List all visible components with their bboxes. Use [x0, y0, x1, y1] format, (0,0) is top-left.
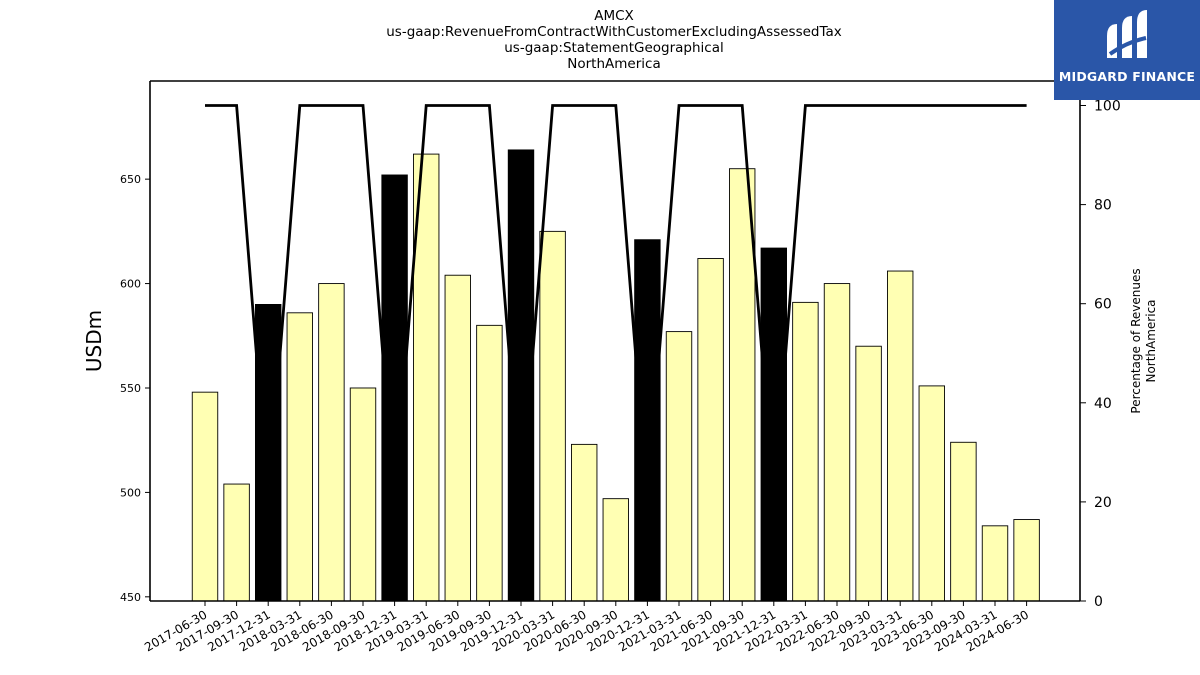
y-tick-label-550: 550	[120, 382, 141, 395]
bar-2024-06-30	[1013, 519, 1040, 602]
bar-2023-06-30	[918, 385, 945, 602]
bar-2018-03-31	[286, 312, 313, 602]
chart-title-line-2: us-gaap:StatementGeographical	[504, 40, 723, 56]
chart-title-line-0: AMCX	[594, 8, 634, 24]
y-tick-label-650: 650	[120, 173, 141, 186]
bar-2020-12-31	[634, 239, 661, 602]
bar-2023-03-31	[887, 270, 914, 602]
y-axis-label: USDm	[82, 310, 106, 372]
y2-axis-label-line-1: NorthAmerica	[1144, 299, 1158, 382]
bar-2017-12-31	[254, 304, 282, 602]
brand-logo: MIDGARD FINANCE	[1054, 0, 1200, 100]
bar-2019-12-31	[507, 149, 535, 602]
bar-2024-03-31	[981, 525, 1009, 602]
y2-axis-label-line-0: Percentage of Revenues	[1129, 268, 1143, 413]
bar-2021-06-30	[697, 258, 724, 602]
y-tick-label-500: 500	[120, 486, 141, 499]
bar-2021-09-30	[729, 168, 756, 602]
bar-2017-09-30	[223, 483, 250, 602]
logo-text: MIDGARD FINANCE	[1058, 69, 1196, 84]
bar-2022-06-30	[823, 283, 851, 602]
bar-2020-03-31	[539, 230, 566, 602]
percentage-line	[205, 104, 1027, 503]
bar-2020-09-30	[602, 498, 629, 602]
y-tick-label-600: 600	[120, 278, 141, 291]
bar-2021-03-31	[665, 331, 693, 602]
y2-tick-label-20: 20	[1094, 495, 1112, 511]
y2-tick-label-60: 60	[1094, 297, 1112, 313]
y2-tick-label-40: 40	[1094, 396, 1112, 412]
bar-2018-09-30	[349, 387, 377, 602]
chart-title-line-1: us-gaap:RevenueFromContractWithCustomerE…	[386, 24, 842, 40]
bar-2017-06-30	[191, 391, 219, 602]
bar-2022-09-30	[855, 345, 882, 602]
y-tick-label-450: 450	[120, 591, 141, 604]
bar-2019-06-30	[444, 274, 471, 602]
bar-2022-03-31	[792, 301, 819, 602]
bar-2023-09-30	[950, 441, 977, 602]
bar-2019-09-30	[476, 324, 503, 602]
bar-2021-12-31	[760, 247, 787, 602]
chart-title-line-3: NorthAmerica	[567, 56, 660, 72]
bar-2018-06-30	[318, 283, 345, 602]
y2-tick-label-0: 0	[1094, 594, 1103, 610]
y2-tick-label-80: 80	[1094, 198, 1112, 214]
y2-tick-label-100: 100	[1094, 99, 1121, 115]
bar-2020-06-30	[571, 443, 598, 602]
logo-mark-icon	[1107, 10, 1147, 58]
